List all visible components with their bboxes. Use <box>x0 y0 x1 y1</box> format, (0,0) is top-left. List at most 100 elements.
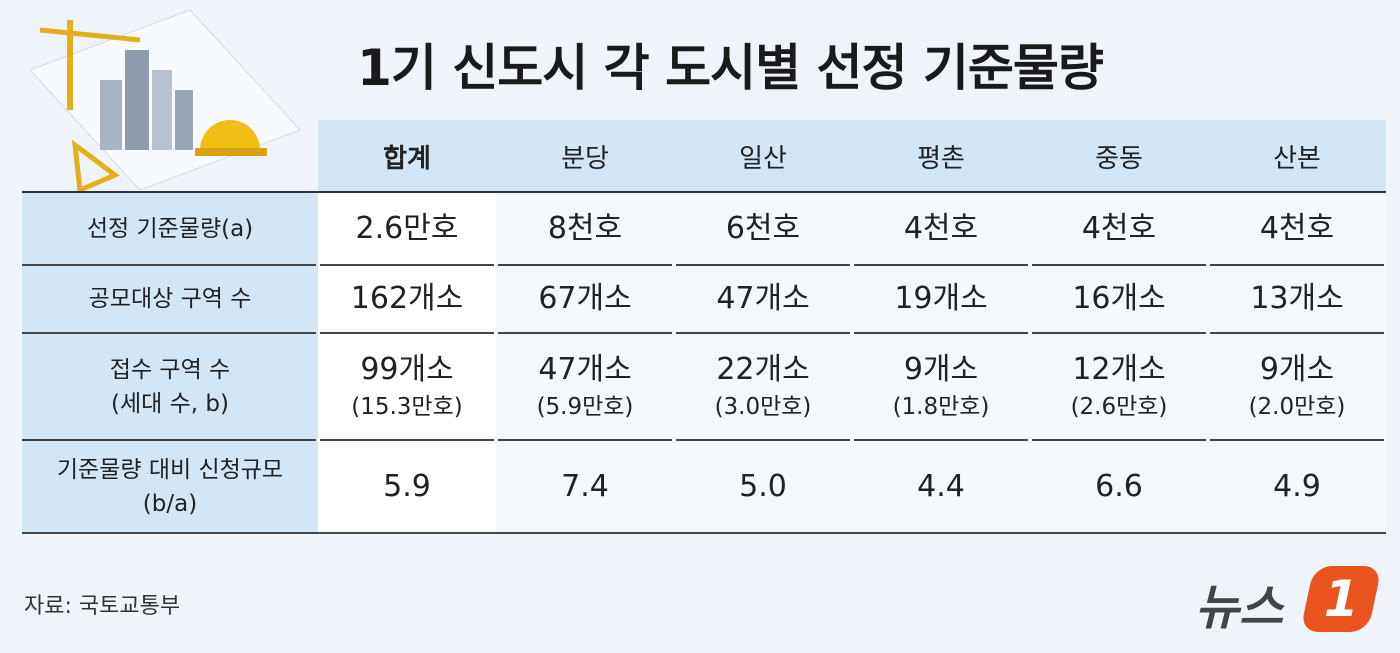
cell-rule <box>498 439 672 441</box>
row-label-line: (b/a) <box>142 490 198 517</box>
cell-value: 162개소 <box>350 281 464 316</box>
cell-value: 4.4 <box>917 468 965 504</box>
cell-value: 8천호 <box>547 210 623 246</box>
table-cell: 19개소 <box>852 265 1030 333</box>
cell-subvalue: (15.3만호) <box>351 393 463 420</box>
table-cell: 13개소 <box>1208 265 1386 333</box>
cell-rule <box>1032 439 1206 441</box>
title: 1기 신도시 각 도시별 선정 기준물량 <box>357 39 1104 97</box>
data-bg <box>496 192 1386 533</box>
table-cell: 7.4 <box>496 440 674 533</box>
row-label: 접수 구역 수 (세대 수, b) <box>22 333 318 440</box>
cell-value: 9개소 <box>1259 351 1335 387</box>
table-cell: 6천호 <box>674 192 852 265</box>
cell-rule <box>1210 439 1384 441</box>
cell-value: 4천호 <box>1259 210 1335 246</box>
column-header-text: 중동 <box>1095 143 1143 174</box>
bottom-rule <box>22 532 1386 534</box>
column-header: 일산 <box>674 120 852 192</box>
cell-rule <box>498 332 672 334</box>
cell-value: 16개소 <box>1072 281 1166 316</box>
cell-subvalue: (5.9만호) <box>536 393 634 420</box>
cell-value: 99개소 <box>360 351 454 387</box>
column-header-text: 합계 <box>383 143 431 174</box>
cell-value: 67개소 <box>538 281 632 316</box>
cell-value: 9개소 <box>903 351 979 387</box>
table-cell: 4천호 <box>1208 192 1386 265</box>
table-cell: 47개소 <box>674 265 852 333</box>
cell-rule <box>854 439 1028 441</box>
column-header-text: 산본 <box>1273 143 1321 174</box>
column-header-text: 일산 <box>739 143 787 174</box>
column-header: 산본 <box>1208 120 1386 192</box>
table-cell: 4.9 <box>1208 440 1386 533</box>
source: 자료: 국토교통부 <box>24 594 181 619</box>
column-header: 분당 <box>496 120 674 192</box>
row-label: 선정 기준물량(a) <box>22 192 318 265</box>
cell-value: 47개소 <box>538 351 632 387</box>
table-cell: 67개소 <box>496 265 674 333</box>
logo: 뉴스 1 <box>1195 560 1385 640</box>
cell-value: 22개소 <box>716 351 810 387</box>
cell-value: 2.6만호 <box>355 210 459 246</box>
cell-rule <box>1032 332 1206 334</box>
table-cell: 5.0 <box>674 440 852 533</box>
cell-subvalue: (1.8만호) <box>892 393 990 420</box>
cell-rule <box>1210 332 1384 334</box>
label-rule <box>22 264 316 266</box>
column-header-text: 분당 <box>561 143 609 174</box>
header-bg <box>318 120 1386 192</box>
row-label-line: 선정 기준물량(a) <box>86 215 254 242</box>
table-cell: 99개소 (15.3만호) <box>318 333 496 440</box>
row-label-line: (세대 수, b) <box>111 390 229 417</box>
cell-rule <box>320 332 494 334</box>
table-cell: 4.4 <box>852 440 1030 533</box>
label-rule <box>22 439 316 441</box>
cell-value: 19개소 <box>894 281 988 316</box>
table-cell: 9개소 (1.8만호) <box>852 333 1030 440</box>
cell-rule <box>676 439 850 441</box>
column-header-text: 평촌 <box>917 143 965 174</box>
cell-rule <box>1032 264 1206 266</box>
table-cell: 4천호 <box>1030 192 1208 265</box>
cell-rule <box>676 264 850 266</box>
cell-value: 4.9 <box>1273 468 1321 504</box>
column-header: 평촌 <box>852 120 1030 192</box>
cell-value: 5.0 <box>739 468 787 504</box>
cell-value: 7.4 <box>561 468 609 504</box>
table-cell: 8천호 <box>496 192 674 265</box>
table-cell: 47개소 (5.9만호) <box>496 333 674 440</box>
cell-value: 4천호 <box>1081 210 1157 246</box>
table-cell: 162개소 <box>318 265 496 333</box>
cell-rule <box>676 332 850 334</box>
cell-value: 12개소 <box>1072 351 1166 387</box>
cell-rule <box>854 332 1028 334</box>
cell-rule <box>854 264 1028 266</box>
cell-value: 5.9 <box>383 468 431 504</box>
row-label-line: 공모대상 구역 수 <box>88 286 252 312</box>
cell-value: 6천호 <box>725 210 801 246</box>
cell-value: 4천호 <box>903 210 979 246</box>
illustration <box>29 9 301 194</box>
table-cell: 4천호 <box>852 192 1030 265</box>
table-cell: 16개소 <box>1030 265 1208 333</box>
row-label-line: 기준물량 대비 신청규모 <box>56 456 284 483</box>
cell-subvalue: (3.0만호) <box>714 393 812 420</box>
cell-rule <box>498 264 672 266</box>
cell-value: 47개소 <box>716 281 810 316</box>
row-label: 공모대상 구역 수 <box>22 265 318 333</box>
cell-subvalue: (2.0만호) <box>1248 393 1346 420</box>
total-bg <box>318 192 496 533</box>
table-cell: 9개소 (2.0만호) <box>1208 333 1386 440</box>
row-label: 기준물량 대비 신청규모 (b/a) <box>22 440 318 533</box>
cell-value: 6.6 <box>1095 468 1143 504</box>
table-cell: 6.6 <box>1030 440 1208 533</box>
cell-rule <box>320 264 494 266</box>
label-bg <box>22 192 318 533</box>
cell-rule <box>320 439 494 441</box>
label-rule <box>22 332 316 334</box>
table-cell: 22개소 (3.0만호) <box>674 333 852 440</box>
header-rule <box>22 191 1386 193</box>
logo-text: 뉴스 <box>1195 580 1284 636</box>
table-cell: 12개소 (2.6만호) <box>1030 333 1208 440</box>
